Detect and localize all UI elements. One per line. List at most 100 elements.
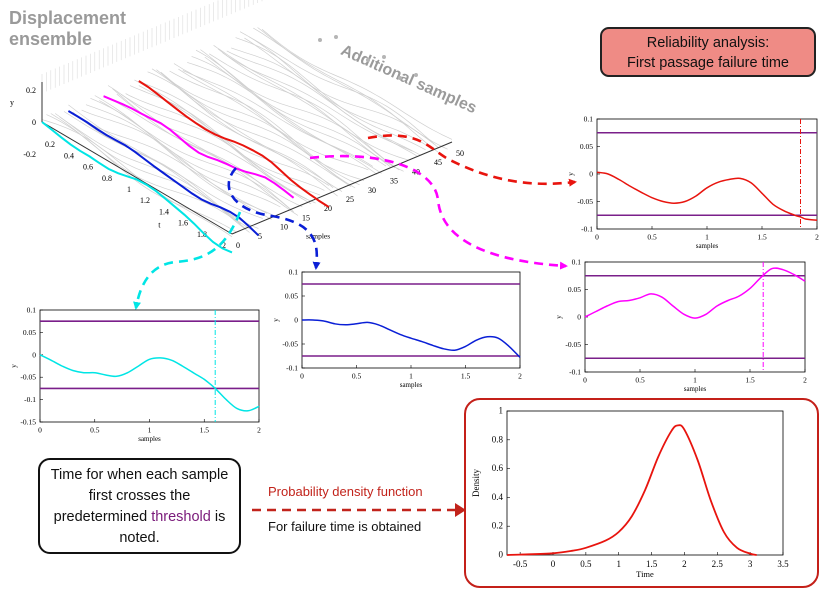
x-tick-label: 1.5 [646,559,658,569]
reliability-subtitle: First passage failure time [627,55,789,71]
x-tick-label: 0 [551,559,556,569]
t-axis-line [41,121,233,235]
ellipsis-dot [318,38,322,42]
ensemble-sample-line [235,37,426,151]
samples-axis-line [231,141,453,235]
pdf-label: Probability density function [268,484,423,499]
x-tick-label: 0 [595,233,599,242]
y-tick-label: 1 [499,406,504,416]
y-tick-label: 0 [32,350,36,359]
ellipsis-dot [382,55,386,59]
ensemble-samples-label: samples [306,231,330,240]
ensemble-sample-line [195,49,387,167]
plot-axes-box [301,271,521,369]
ensemble-sample-line [226,50,417,157]
x-tick-label: 2 [257,426,261,435]
density-frame [464,398,819,588]
ensemble-sample-line [85,104,277,217]
x-axis-label: samples [138,435,161,443]
x-tick-label: 2.5 [712,559,724,569]
ensemble-sample-line [217,48,409,161]
y-tick-label: -0.1 [569,368,581,377]
ensemble-t-label: t [158,221,161,230]
ensemble-sample-tick: 5 [258,232,262,241]
x-tick-label: 2 [682,559,687,569]
x-tick-label: 0 [300,372,304,381]
ensemble-sample-line [134,79,325,191]
ensemble-sample-line [72,111,263,219]
ensemble-sample-tick: 0 [236,241,240,250]
series-line [39,354,260,412]
ellipsis-dot [414,73,418,77]
ensemble-t-tick: 0.2 [45,140,55,149]
x-tick-label: 1.5 [200,426,210,435]
y-axis-label: y [566,172,575,176]
ensemble-sample-line [94,95,286,207]
magenta-arrow [309,154,568,270]
y-tick-label: 0.1 [584,115,594,124]
x-tick-label: 3 [748,559,753,569]
x-tick-label: 2 [815,233,819,242]
ensemble-t-tick: 0.4 [64,151,74,160]
ensemble-t-tick: 1.2 [140,196,150,205]
ensemble-sample-tick: 30 [368,186,376,195]
red-arrow [367,134,577,187]
x-tick-label: -0.5 [513,559,528,569]
y-tick-label: 0.05 [568,285,581,294]
magenta-sample-ensemble-line [103,95,295,199]
ensemble-t-tick: 0.6 [83,163,93,172]
ensemble-sample-line [169,70,360,186]
plot-axes-box [584,261,806,373]
ensemble-sample-line [107,85,299,216]
y-axis-label: Density [471,469,481,497]
x-axis-label: samples [400,381,423,389]
y-tick-label: 0.8 [492,434,504,444]
ensemble-sample-line [261,29,453,140]
y-tick-label: -0.05 [282,340,298,349]
x-tick-label: 0.5 [647,233,657,242]
ensemble-sample-line [178,68,369,171]
x-tick-label: 1 [705,233,709,242]
x-axis-label: Time [636,569,654,579]
x-tick-label: 1.5 [757,233,767,242]
ensemble-t-tick: 1 [127,185,131,194]
ensemble-sample-tick: 35 [390,177,398,186]
ensemble-sample-line [50,113,242,225]
blue-arrow [227,167,321,270]
y-tick-label: 0.6 [492,463,504,473]
cyan-arrow [133,211,242,310]
reliability-title: Reliability analysis: [646,35,770,51]
ensemble-sample-line [182,70,373,167]
y-tick-label: 0.1 [289,268,299,277]
ensemble-sample-line [239,31,431,148]
ensemble-y-tick: 0.2 [26,86,36,95]
ensemble-axes [41,82,453,235]
failure-time-label: For failure time is obtained [268,519,422,534]
ensemble-sample-line [222,52,413,152]
ensemble-sample-line [121,94,312,205]
y-tick-label: -0.1 [24,395,36,404]
ensemble-t-tick: 0.8 [102,174,112,183]
x-tick-label: 0 [38,426,42,435]
reliability-analysis-box: Reliability analysis: First passage fail… [600,27,816,77]
ellipsis-dot [366,58,370,62]
ensemble-y-label: y [10,98,14,107]
y-axis-label: y [9,364,18,368]
ensemble-t-tick: 1.4 [159,207,169,216]
x-tick-label: 1.5 [461,372,471,381]
y-tick-label: -0.05 [577,197,593,206]
ensemble-t-tick: 2 [222,241,226,250]
ensemble-sample-line [253,27,444,157]
ensemble-grey-lines [41,0,453,238]
x-tick-label: 0.5 [90,426,100,435]
ellipsis-dot [398,76,402,80]
x-tick-label: 1.5 [745,376,755,385]
y-tick-label: 0.05 [285,292,298,301]
ensemble-sample-line [99,100,290,209]
cyan-sample-ensemble-line [41,121,233,254]
x-tick-label: 2 [518,372,522,381]
